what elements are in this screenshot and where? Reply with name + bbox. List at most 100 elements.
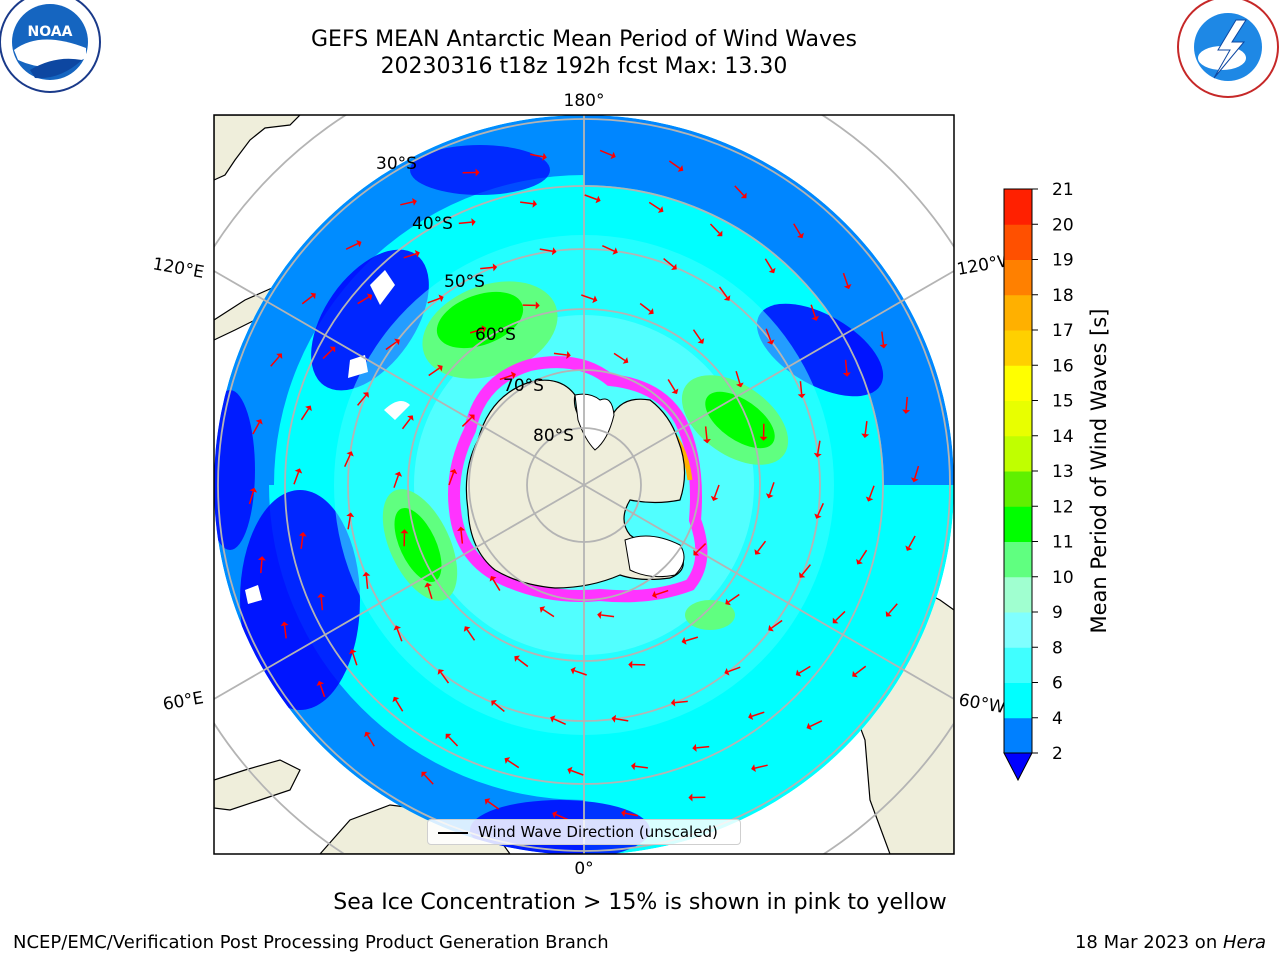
wave-direction-arrowhead [407, 415, 414, 421]
wave-direction-arrow [817, 440, 821, 454]
wave-direction-arrowhead [693, 549, 700, 556]
wave-direction-arrowhead [843, 284, 852, 290]
wave-direction-arrowhead [504, 757, 511, 764]
colorbar-tick-label: 6 [1052, 674, 1063, 694]
wave-direction-arrowhead [910, 477, 919, 483]
antarctica [465, 379, 686, 589]
wave-direction-arrow [913, 465, 920, 479]
colorbar-segment [1004, 506, 1032, 542]
colorbar-segment [1004, 400, 1032, 437]
wave-direction-arrow [810, 304, 816, 318]
wave-direction-arrowhead [294, 468, 303, 474]
wave-direction-arrow [696, 745, 710, 749]
wave-direction-arrow [345, 242, 359, 250]
colorbar-segment [1004, 576, 1032, 613]
wave-direction-arrow [320, 597, 324, 611]
colorbar-label: Mean Period of Wind Waves [s] [1087, 309, 1111, 634]
wave-direction-arrowhead [610, 151, 616, 160]
wave-direction-arrowhead [437, 669, 445, 675]
lat-label-50s: 50°S [444, 272, 485, 292]
wave-direction-arrow [423, 774, 434, 785]
wave-direction-arrowhead [813, 452, 822, 458]
wave-direction-arrowhead [481, 325, 487, 333]
wave-direction-arrow [668, 160, 681, 170]
wave-direction-arrowhead [628, 660, 633, 669]
wave-direction-arrowhead [681, 637, 687, 645]
chart-title-line2: 20230316 t18z 192h fcst Max: 13.30 [380, 54, 788, 79]
wave-direction-arrowhead [438, 294, 444, 303]
wave-direction-arrow [357, 296, 370, 305]
wave-direction-arrow [905, 396, 908, 410]
wave-direction-arrowhead [532, 199, 538, 208]
wave-direction-arrowhead [814, 513, 822, 519]
colorbar-tick-label: 18 [1052, 286, 1074, 306]
wave-direction-arrow [888, 603, 898, 615]
wave-direction-arrow [293, 471, 300, 485]
lat-label-80s: 80°S [533, 426, 574, 446]
wave-direction-arrow [539, 248, 553, 252]
wave-direction-arrow [401, 418, 411, 430]
wave-direction-arrow [728, 593, 740, 603]
wave-direction-arrowhead [592, 295, 598, 304]
wave-direction-arrow [553, 352, 567, 356]
colorbar-segment [1004, 294, 1032, 331]
wave-direction-arrow [667, 379, 676, 391]
wave-direction-arrow [685, 636, 699, 642]
wave-direction-arrow [458, 221, 472, 225]
wave-direction-arrow [663, 258, 675, 268]
wave-direction-arrow [757, 540, 767, 552]
wave-direction-arrow [602, 245, 615, 252]
wave-direction-arrow [648, 201, 661, 211]
wave-direction-arrowhead [622, 357, 629, 364]
colorbar-tick-label: 20 [1052, 215, 1074, 235]
wave-direction-arrowhead [597, 611, 602, 619]
wave-direction-arrow [844, 359, 848, 373]
wave-direction-arrowhead [902, 409, 911, 414]
wave-direction-arrowhead [298, 531, 307, 537]
legend-line-icon [438, 832, 468, 834]
wave-direction-arrowhead [366, 293, 373, 301]
colorbar-tick-label: 16 [1052, 356, 1074, 376]
graticule [214, 115, 954, 854]
colorbar-segment [1004, 330, 1032, 366]
wave-direction-arrowhead [806, 722, 812, 731]
wave-direction-arrowhead [905, 545, 913, 551]
wave-direction-arrowhead [702, 438, 711, 444]
colorbar-segment [1004, 435, 1032, 472]
wave-direction-arrowhead [539, 606, 546, 613]
wave-direction-arrow [520, 201, 534, 205]
wave-direction-arrow [799, 381, 803, 395]
wave-direction-arrowhead [736, 382, 744, 388]
svg-text:NOAA: NOAA [28, 24, 73, 40]
wave-direction-arrow [574, 669, 587, 676]
lon-label-0: 0° [574, 859, 593, 879]
wave-direction-arrow [553, 718, 566, 725]
wave-direction-arrowhead [510, 371, 516, 380]
wave-direction-arrow [301, 295, 314, 305]
wave-direction-arrowhead [725, 598, 731, 606]
colorbar-tick-label: 13 [1052, 462, 1074, 482]
lon-label-120e: 120°E [151, 254, 205, 283]
wave-direction-arrowhead [276, 353, 283, 360]
wave-direction-arrowhead [421, 771, 428, 778]
wave-direction-arrow [854, 665, 867, 675]
wave-direction-arrowhead [471, 218, 476, 227]
wave-direction-arrowhead [740, 192, 747, 199]
wave-direction-arrowhead [329, 346, 336, 353]
wave-direction-arrowhead [463, 626, 471, 632]
wave-direction-arrow [300, 535, 304, 549]
wave-direction-arrow [735, 370, 741, 384]
wave-direction-arrow [396, 628, 403, 642]
lat-label-60s: 60°S [475, 325, 516, 345]
wave-direction-arrow [322, 348, 333, 360]
wave-direction-arrowhead [393, 625, 402, 631]
colorbar-segment [1004, 259, 1032, 296]
wave-direction-arrowhead [710, 495, 719, 501]
wave-direction-arrow [801, 564, 811, 576]
wave-direction-arrow [695, 543, 707, 554]
wave-direction-arrowhead [280, 621, 289, 626]
lat-label-40s: 40°S [412, 214, 453, 234]
map-frame [213, 114, 955, 855]
wave-direction-arrowhead [356, 239, 362, 248]
wave-direction-arrowhead [317, 593, 326, 598]
